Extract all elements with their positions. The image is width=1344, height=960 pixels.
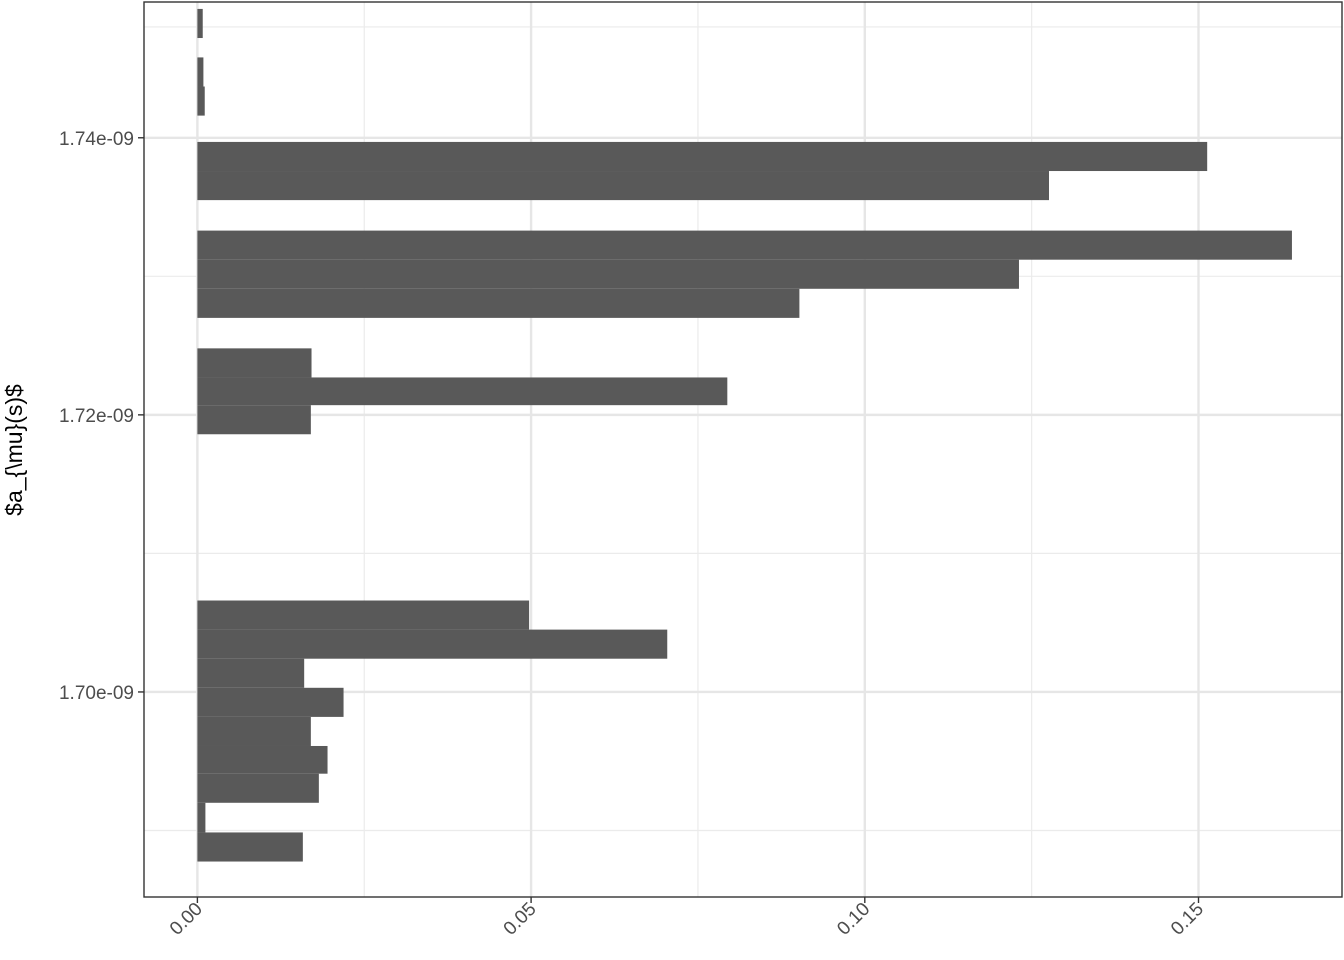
x-axis: 0.00 0.05 0.10 0.15 [166,897,1208,940]
y-axis-title: $a_{\mu}(s)$ [1,384,27,516]
y-tick-label: 1.70e-09 [59,683,134,704]
histogram-bar [197,773,319,803]
histogram-bar [197,86,205,116]
y-tick-label: 1.72e-09 [59,406,134,427]
histogram-bar [197,171,1050,201]
histogram-bar [197,288,800,318]
x-tick-label: 0.10 [833,899,874,940]
y-axis: 1.70e-09 1.72e-09 1.74e-09 [59,129,144,704]
bars [197,8,1292,862]
histogram-bar [197,716,311,746]
histogram-bar [197,141,1208,172]
histogram-bar [197,259,1019,289]
plot-border [143,1,1343,898]
x-tick-label: 0.15 [1167,899,1208,940]
histogram-bar [197,658,305,688]
histogram-bar [197,802,206,833]
histogram-bar [197,832,303,862]
histogram-bar [197,745,328,774]
histogram-bar [197,8,203,39]
histogram-bar [197,57,204,87]
histogram-bar [197,230,1292,260]
histogram-bar [197,405,311,435]
x-tick-label: 0.05 [500,899,541,940]
histogram-bar [197,687,344,717]
histogram-bar [197,629,668,659]
x-tick-label: 0.00 [166,899,207,940]
y-tick-label: 1.74e-09 [59,129,134,150]
histogram-bar [197,600,530,630]
histogram-bar [197,348,312,378]
histogram-bar [197,377,728,406]
